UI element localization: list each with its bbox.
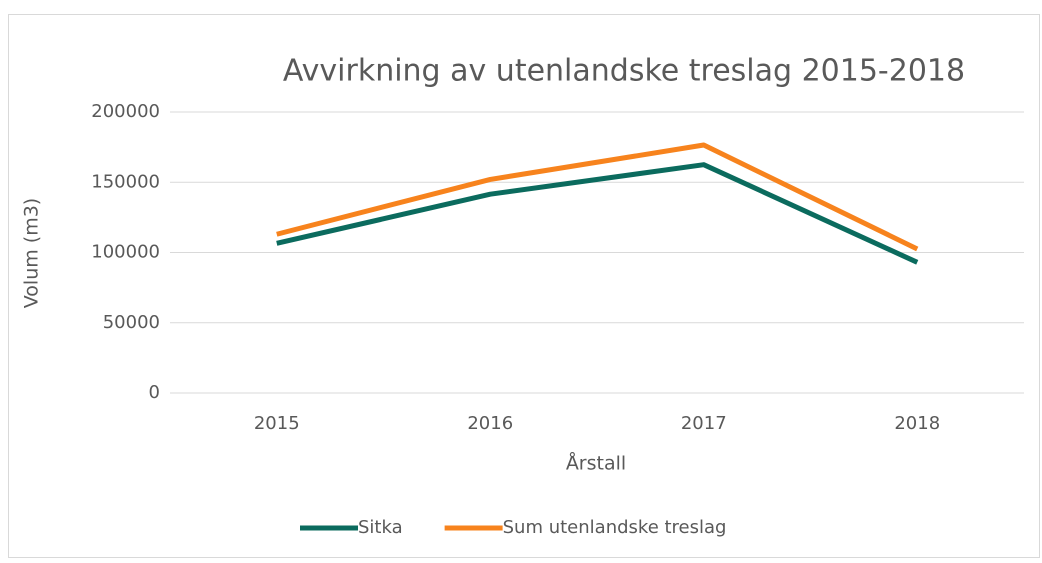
x-tick-label: 2018 [894, 413, 940, 434]
x-tick-label: 2016 [467, 413, 513, 434]
chart-title: Avvirkning av utenlandske treslag 2015-2… [283, 54, 965, 89]
x-axis-label: Årstall [566, 452, 626, 475]
y-tick-label: 100000 [91, 242, 160, 263]
y-tick-label: 50000 [103, 312, 160, 333]
y-axis-label: Volum (m3) [21, 198, 43, 308]
series-line [276, 142, 919, 252]
y-tick-label: 150000 [91, 171, 160, 192]
legend-label: Sum utenlandske treslag [503, 517, 727, 538]
legend-label: Sitka [358, 517, 403, 538]
y-tick-label: 200000 [91, 101, 160, 122]
x-tick-label: 2015 [254, 413, 300, 434]
chart-border [8, 14, 1040, 558]
y-tick-label: 0 [149, 382, 160, 403]
series-line [276, 162, 919, 265]
x-tick-label: 2017 [681, 413, 727, 434]
